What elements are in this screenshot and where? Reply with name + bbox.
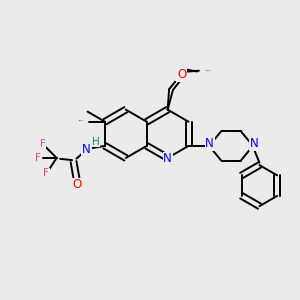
Text: O: O [177, 68, 186, 81]
Text: O: O [73, 178, 82, 191]
Text: N: N [163, 152, 172, 165]
Text: F: F [44, 168, 49, 178]
Text: F: F [35, 153, 41, 163]
Text: F: F [40, 139, 46, 149]
Text: N: N [250, 137, 259, 150]
Text: methoxy: methoxy [206, 70, 212, 71]
Text: H: H [92, 136, 99, 146]
Text: N: N [82, 143, 91, 156]
Text: N: N [205, 137, 214, 150]
Text: methyl: methyl [79, 120, 84, 122]
Text: O: O [176, 67, 184, 80]
